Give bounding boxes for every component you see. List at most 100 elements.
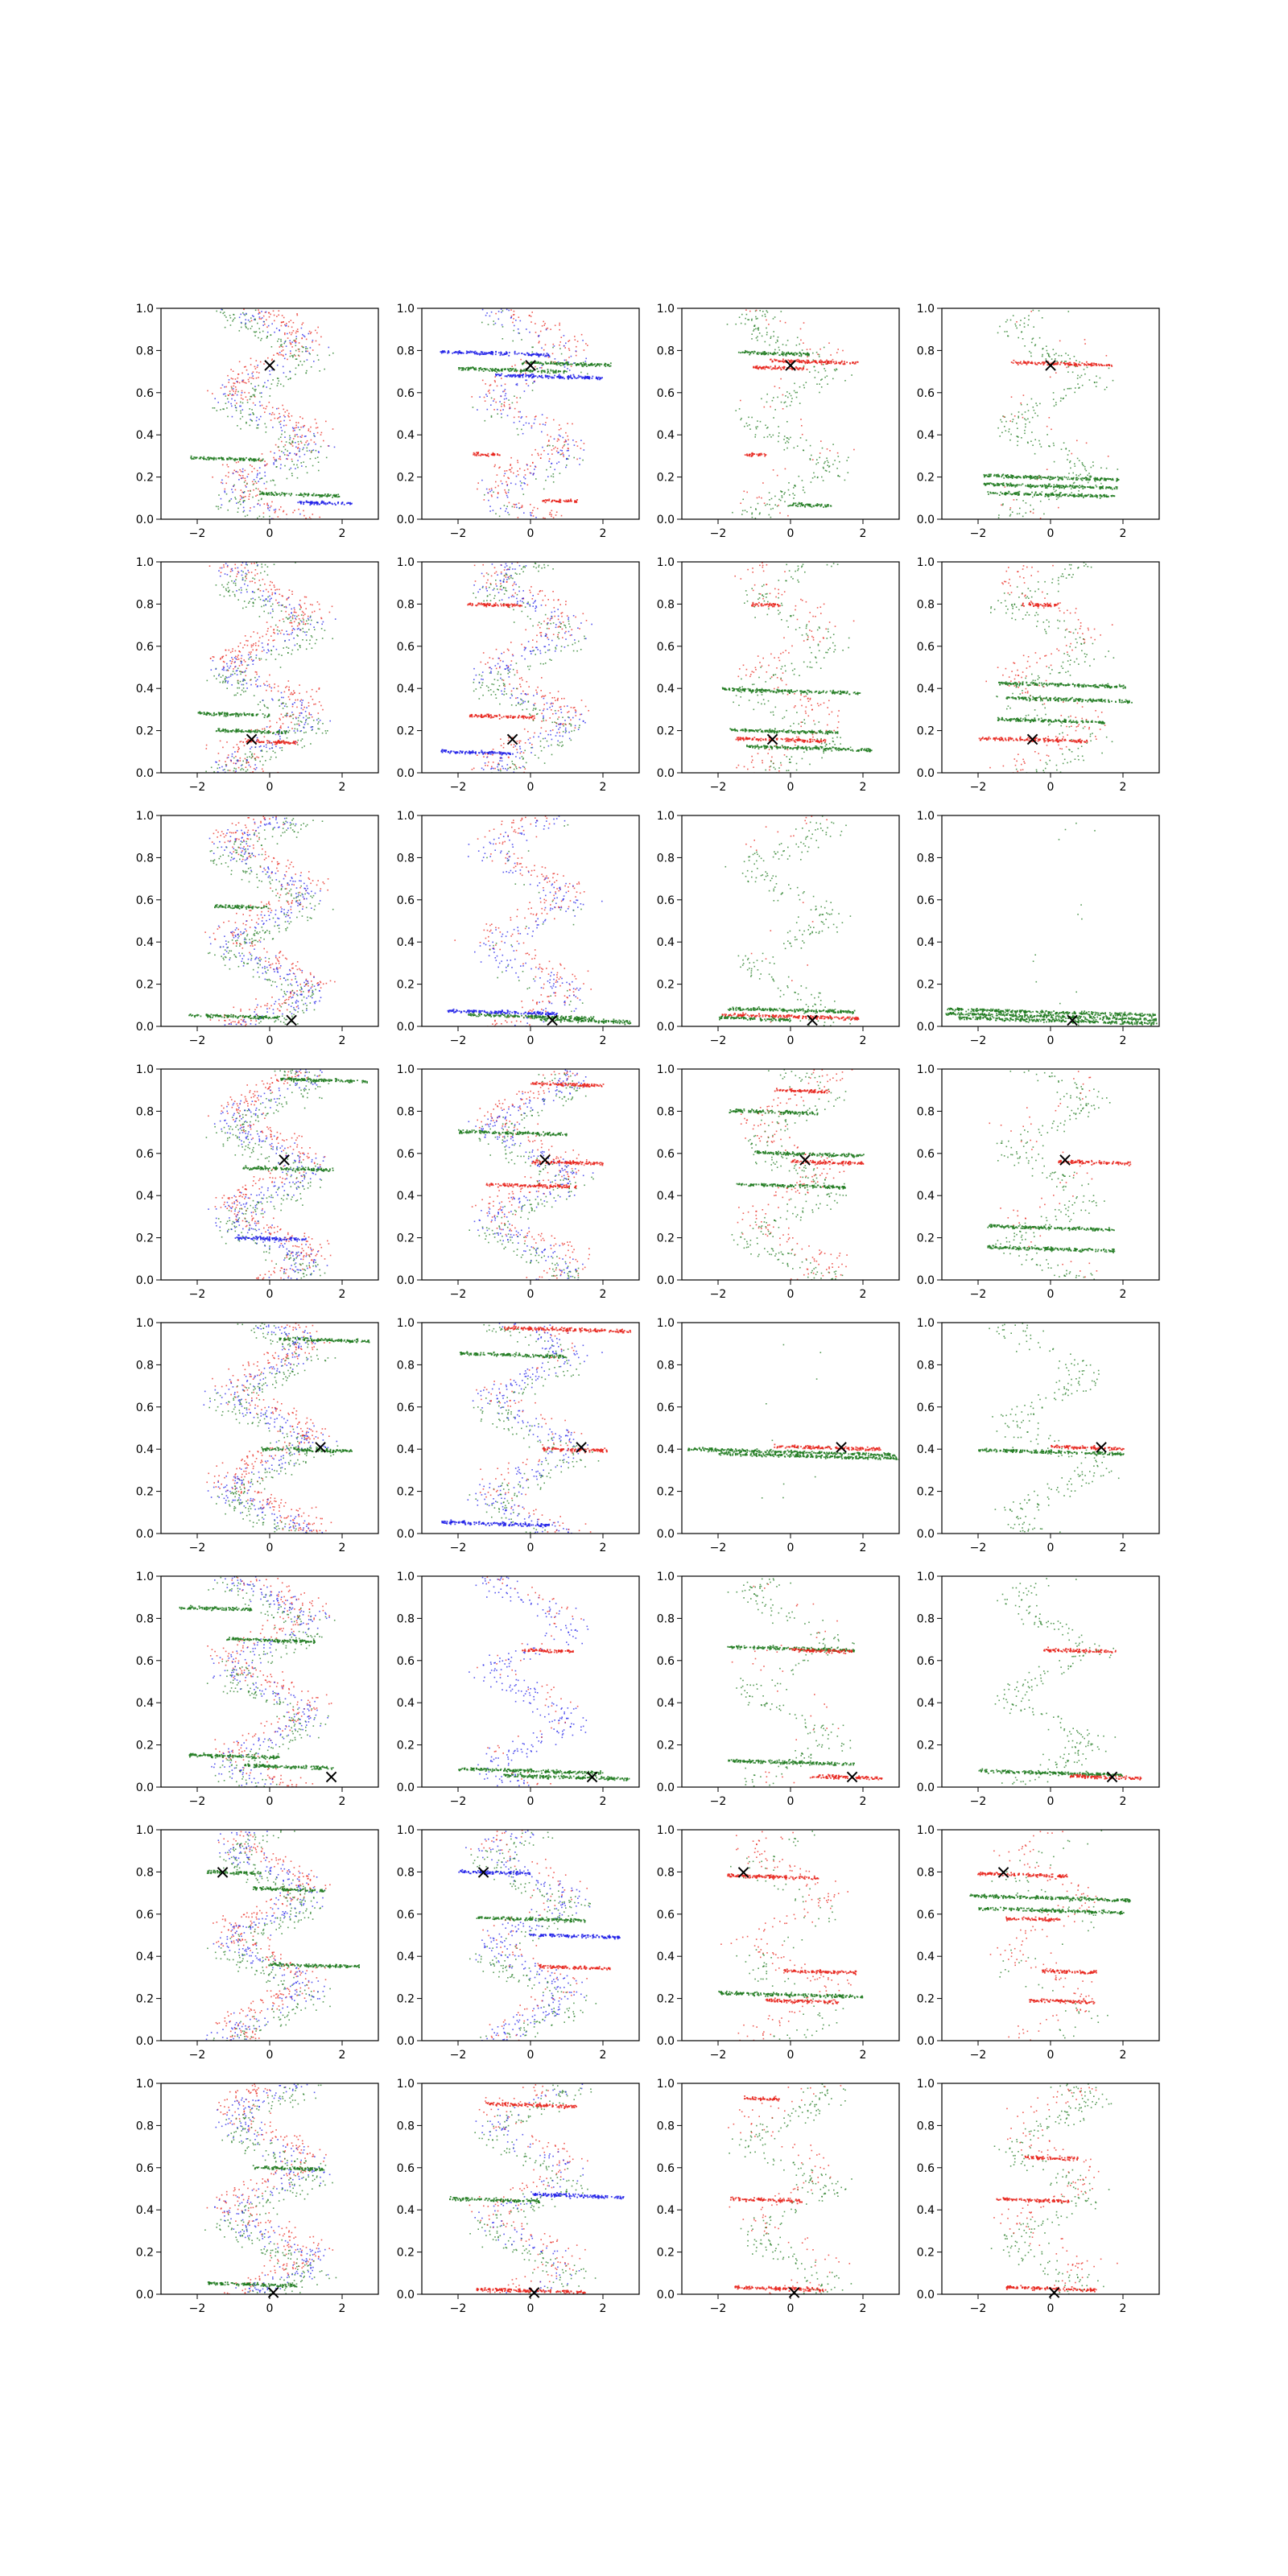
scatter-point-green	[279, 699, 280, 701]
scatter-point-green	[1067, 365, 1070, 368]
scatter-point-red	[572, 423, 573, 425]
scatter-point-green	[226, 398, 229, 400]
scatter-point-red	[254, 642, 257, 644]
band-point-green	[1086, 479, 1088, 481]
band-point-green	[1088, 478, 1091, 481]
band-point-green	[562, 362, 564, 364]
band-point-green	[1079, 494, 1080, 496]
scatter-point-red	[279, 458, 282, 460]
scatter-point-red	[530, 503, 531, 506]
band-point-blue	[586, 377, 588, 379]
scatter-point-red	[559, 424, 560, 426]
band-point-green	[270, 492, 273, 494]
scatter-point-green	[246, 402, 249, 403]
band-point-blue	[473, 353, 476, 355]
band-point-green	[993, 475, 995, 477]
scatter-point-red	[250, 651, 252, 653]
scatter-point-red	[1036, 478, 1038, 481]
scatter-point-green	[746, 425, 749, 427]
scatter-point-red	[284, 324, 286, 326]
band-point-blue	[502, 353, 504, 356]
band-point-green	[559, 362, 562, 365]
scatter-point-green	[770, 497, 773, 500]
band-point-green	[1004, 492, 1006, 493]
band-point-blue	[457, 353, 460, 355]
band-point-green	[250, 459, 253, 461]
scatter-point-green	[259, 584, 262, 586]
scatter-point-green	[233, 313, 234, 316]
band-point-green	[1046, 477, 1049, 479]
band-point-green	[1001, 474, 1003, 477]
scatter-point-green	[321, 638, 324, 639]
scatter-point-green	[217, 767, 219, 770]
scatter-point-green	[1004, 426, 1005, 427]
scatter-point-blue	[231, 398, 233, 400]
scatter-point-green	[1080, 374, 1083, 377]
scatter-point-green	[1056, 361, 1058, 362]
band-point-green	[1076, 479, 1079, 481]
scatter-point-red	[242, 381, 243, 382]
scatter-point-red	[242, 372, 243, 374]
band-point-green	[231, 457, 233, 460]
scatter-point-red	[548, 440, 550, 441]
band-point-green	[555, 363, 557, 365]
scatter-point-red	[1009, 420, 1011, 422]
scatter-point-green	[787, 489, 790, 491]
scatter-point-green	[495, 513, 497, 514]
band-point-green	[266, 493, 269, 495]
scatter-point-green	[1027, 418, 1029, 420]
scatter-point-green	[243, 679, 246, 680]
scatter-point-green	[241, 671, 242, 673]
band-point-green	[516, 369, 518, 372]
scatter-point-blue	[501, 312, 502, 313]
scatter-point-red	[526, 469, 529, 470]
scatter-point-green	[832, 378, 834, 380]
scatter-point-green	[1004, 416, 1006, 418]
scatter-point-red	[508, 502, 510, 504]
band-point-green	[559, 365, 562, 366]
band-point-green	[262, 458, 264, 460]
band-point-green	[1089, 487, 1092, 489]
scatter-point-green	[1019, 324, 1021, 326]
band-point-blue	[524, 353, 526, 356]
scatter-point-blue	[294, 452, 295, 455]
scatter-point-green	[302, 639, 303, 641]
scatter-point-green	[1032, 337, 1034, 340]
scatter-point-red	[277, 602, 279, 604]
scatter-point-red	[250, 507, 251, 509]
scatter-point-red	[242, 398, 244, 400]
scatter-point-green	[497, 413, 498, 415]
scatter-point-green	[490, 416, 493, 418]
band-point-red	[778, 365, 780, 368]
scatter-point-blue	[505, 393, 507, 394]
band-point-blue	[485, 353, 487, 355]
scatter-point-blue	[530, 512, 531, 514]
band-point-blue	[470, 351, 473, 353]
band-point-green	[473, 369, 476, 371]
scatter-point-green	[513, 329, 514, 332]
band-point-green	[234, 458, 237, 460]
scatter-point-red	[768, 324, 770, 325]
scatter-point-blue	[288, 452, 291, 454]
scatter-point-red	[246, 667, 248, 670]
scatter-point-red	[296, 625, 299, 627]
scatter-point-blue	[240, 321, 242, 324]
band-point-red	[779, 360, 782, 362]
scatter-point-green	[246, 769, 249, 771]
scatter-point-green	[1008, 431, 1009, 433]
band-point-green	[226, 457, 228, 460]
scatter-point-green	[300, 740, 302, 741]
band-point-red	[760, 367, 762, 369]
scatter-point-green	[242, 691, 245, 693]
scatter-point-red	[251, 465, 253, 468]
band-point-blue	[600, 378, 602, 380]
band-point-green	[764, 353, 766, 356]
scatter-point-red	[574, 339, 576, 341]
scatter-point-red	[528, 315, 530, 316]
y-tick-label: 0.6	[657, 387, 675, 400]
scatter-point-blue	[533, 423, 535, 424]
band-point-red	[1030, 361, 1033, 363]
scatter-point-red	[291, 593, 293, 595]
scatter-point-blue	[258, 472, 261, 474]
band-point-blue	[456, 351, 459, 353]
